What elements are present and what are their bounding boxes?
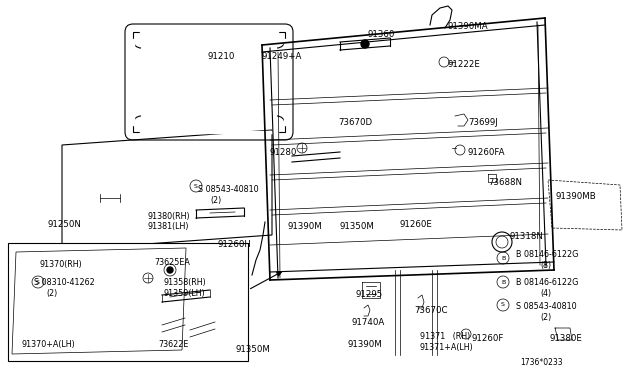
Text: B 08146-6122G: B 08146-6122G xyxy=(516,278,579,287)
Text: 73670C: 73670C xyxy=(414,306,447,315)
Text: S: S xyxy=(501,302,505,308)
Text: (2): (2) xyxy=(540,313,551,322)
Text: 91280: 91280 xyxy=(270,148,298,157)
Text: (4): (4) xyxy=(540,289,551,298)
Text: 91370+A(LH): 91370+A(LH) xyxy=(22,340,76,349)
Text: 73670D: 73670D xyxy=(338,118,372,127)
Text: 91390MB: 91390MB xyxy=(555,192,596,201)
Text: 91390M: 91390M xyxy=(347,340,381,349)
Text: 91370(RH): 91370(RH) xyxy=(40,260,83,269)
Text: 91350M: 91350M xyxy=(340,222,375,231)
Text: 91249+A: 91249+A xyxy=(262,52,302,61)
Text: S 08543-40810: S 08543-40810 xyxy=(516,302,577,311)
Text: 73622E: 73622E xyxy=(158,340,188,349)
Circle shape xyxy=(361,40,369,48)
Text: S: S xyxy=(36,279,40,285)
Text: 91295: 91295 xyxy=(355,290,382,299)
Text: B: B xyxy=(501,256,505,260)
Text: (2): (2) xyxy=(210,196,221,205)
Text: 91318N: 91318N xyxy=(510,232,544,241)
Bar xyxy=(8,243,248,361)
Text: 91250N: 91250N xyxy=(48,220,82,229)
Text: 91260H: 91260H xyxy=(218,240,252,249)
Text: 91210: 91210 xyxy=(207,52,234,61)
Text: 91371   (RH): 91371 (RH) xyxy=(420,332,470,341)
Text: S 08310-41262: S 08310-41262 xyxy=(34,278,95,287)
Text: 91390M: 91390M xyxy=(288,222,323,231)
Text: 91380(RH): 91380(RH) xyxy=(148,212,191,221)
Text: 91360: 91360 xyxy=(368,30,396,39)
Text: 73699J: 73699J xyxy=(468,118,498,127)
Text: 1736*0233: 1736*0233 xyxy=(520,358,563,367)
Text: 91222E: 91222E xyxy=(448,60,481,69)
Text: 73625EA: 73625EA xyxy=(154,258,190,267)
Text: 91740A: 91740A xyxy=(352,318,385,327)
Text: S 08543-40810: S 08543-40810 xyxy=(198,185,259,194)
Text: 91260FA: 91260FA xyxy=(468,148,506,157)
Text: B 08146-6122G: B 08146-6122G xyxy=(516,250,579,259)
Text: B: B xyxy=(501,279,505,285)
Text: 91381(LH): 91381(LH) xyxy=(148,222,189,231)
Text: 91380E: 91380E xyxy=(550,334,583,343)
Text: 91350M: 91350M xyxy=(235,345,270,354)
Text: 91358(RH): 91358(RH) xyxy=(163,278,205,287)
Text: (2): (2) xyxy=(46,289,57,298)
Text: 91260F: 91260F xyxy=(472,334,504,343)
Text: 91359(LH): 91359(LH) xyxy=(163,289,205,298)
Text: S: S xyxy=(194,183,198,189)
Text: 73688N: 73688N xyxy=(488,178,522,187)
Text: (8): (8) xyxy=(540,261,551,270)
Text: 91390MA: 91390MA xyxy=(448,22,488,31)
Text: 91371+A(LH): 91371+A(LH) xyxy=(420,343,474,352)
Circle shape xyxy=(167,267,173,273)
Text: 91260E: 91260E xyxy=(400,220,433,229)
